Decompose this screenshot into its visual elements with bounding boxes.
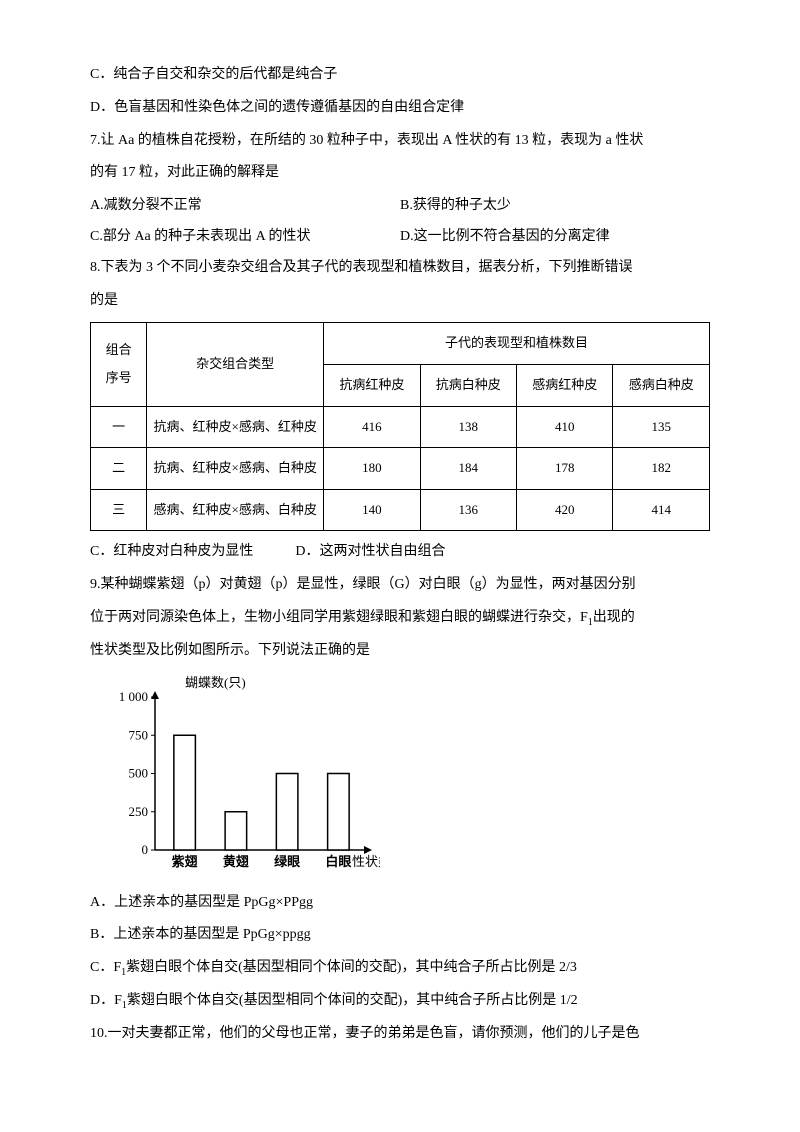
q9-line2-a: 位于两对同源染色体上，生物小组同学用紫翅绿眼和紫翅白眼的蝴蝶进行杂交，F <box>90 610 588 625</box>
q9-d-b: 紫翅白眼个体自交(基因型相同个体间的交配)，其中纯合子所占比例是 1/2 <box>127 993 578 1008</box>
wheat-cross-table: 组合 序号 杂交组合类型 子代的表现型和植株数目 抗病红种皮 抗病白种皮 感病红… <box>90 322 710 531</box>
cell-v4: 182 <box>613 448 710 490</box>
cell-seq: 三 <box>91 489 147 531</box>
q9-c-a: C．F <box>90 960 121 975</box>
th-c1: 抗病红种皮 <box>324 364 420 406</box>
svg-text:1 000: 1 000 <box>119 689 148 704</box>
th-offspring: 子代的表现型和植株数目 <box>324 323 710 365</box>
cell-v4: 135 <box>613 406 710 448</box>
q8-line2: 的是 <box>90 286 710 317</box>
cell-type: 感病、红种皮×感病、白种皮 <box>147 489 324 531</box>
q7-options-row2: C.部分 Aa 的种子未表现出 A 的性状 D.这一比例不符合基因的分离定律 <box>90 222 710 253</box>
cell-v1: 140 <box>324 489 420 531</box>
q7-option-c: C.部分 Aa 的种子未表现出 A 的性状 <box>90 222 400 253</box>
cell-v3: 178 <box>517 448 613 490</box>
q8-line1: 8.下表为 3 个不同小麦杂交组合及其子代的表现型和植株数目，据表分析，下列推断… <box>90 253 710 284</box>
svg-text:蝴蝶数(只): 蝴蝶数(只) <box>185 675 246 690</box>
th-c2: 抗病白种皮 <box>420 364 516 406</box>
cell-v2: 138 <box>420 406 516 448</box>
th-seq-l2: 序号 <box>106 370 132 385</box>
q9-option-b: B．上述亲本的基因型是 PpGg×ppgg <box>90 920 710 951</box>
option-c: C．纯合子自交和杂交的后代都是纯合子 <box>90 60 710 91</box>
table-row: 三 感病、红种皮×感病、白种皮 140 136 420 414 <box>91 489 710 531</box>
chart-svg: 蝴蝶数(只) 0 250 500 750 1 000 紫翅 黄翅 绿眼 白眼性状类型 <box>100 675 380 880</box>
butterfly-bar-chart: 蝴蝶数(只) 0 250 500 750 1 000 紫翅 黄翅 绿眼 白眼性状类型 <box>100 675 380 880</box>
cell-v3: 410 <box>517 406 613 448</box>
svg-text:黄翅: 黄翅 <box>223 854 249 869</box>
table-header-row1: 组合 序号 杂交组合类型 子代的表现型和植株数目 <box>91 323 710 365</box>
q9-d-a: D．F <box>90 993 122 1008</box>
svg-text:500: 500 <box>129 765 149 780</box>
svg-text:紫翅: 紫翅 <box>172 854 198 869</box>
svg-text:性状类型: 性状类型 <box>352 854 380 869</box>
svg-text:250: 250 <box>129 803 149 818</box>
th-type: 杂交组合类型 <box>147 323 324 406</box>
cell-type: 抗病、红种皮×感病、红种皮 <box>147 406 324 448</box>
svg-text:750: 750 <box>129 727 149 742</box>
svg-text:白眼: 白眼 <box>325 854 352 869</box>
th-c4: 感病白种皮 <box>613 364 710 406</box>
q9-line1: 9.某种蝴蝶紫翅（p）对黄翅（p）是显性，绿眼（G）对白眼（g）为显性，两对基因… <box>90 570 710 601</box>
q9-c-b: 紫翅白眼个体自交(基因型相同个体间的交配)，其中纯合子所占比例是 2/3 <box>126 960 577 975</box>
q7-option-a: A.减数分裂不正常 <box>90 191 400 222</box>
cell-v2: 136 <box>420 489 516 531</box>
q7-options-row1: A.减数分裂不正常 B.获得的种子太少 <box>90 191 710 222</box>
cell-type: 抗病、红种皮×感病、白种皮 <box>147 448 324 490</box>
th-c3: 感病红种皮 <box>517 364 613 406</box>
th-seq: 组合 序号 <box>91 323 147 406</box>
cell-v3: 420 <box>517 489 613 531</box>
q9-line3: 性状类型及比例如图所示。下列说法正确的是 <box>90 636 710 667</box>
cell-v1: 180 <box>324 448 420 490</box>
cell-v4: 414 <box>613 489 710 531</box>
cell-v2: 184 <box>420 448 516 490</box>
q10-line1: 10.一对夫妻都正常，他们的父母也正常，妻子的弟弟是色盲，请你预测，他们的儿子是… <box>90 1019 710 1050</box>
table-row: 一 抗病、红种皮×感病、红种皮 416 138 410 135 <box>91 406 710 448</box>
svg-text:绿眼: 绿眼 <box>274 854 301 869</box>
cell-seq: 一 <box>91 406 147 448</box>
table-row: 二 抗病、红种皮×感病、白种皮 180 184 178 182 <box>91 448 710 490</box>
q7-option-b: B.获得的种子太少 <box>400 191 710 222</box>
svg-text:0: 0 <box>142 842 149 857</box>
q9-option-c: C．F1紫翅白眼个体自交(基因型相同个体间的交配)，其中纯合子所占比例是 2/3 <box>90 953 710 984</box>
q7-line1: 7.让 Aa 的植株自花授粉，在所结的 30 粒种子中，表现出 A 性状的有 1… <box>90 126 710 157</box>
cell-seq: 二 <box>91 448 147 490</box>
q7-line2: 的有 17 粒，对此正确的解释是 <box>90 158 710 189</box>
th-seq-l1: 组合 <box>106 342 132 357</box>
q9-line2-b: 出现的 <box>593 610 635 625</box>
cell-v1: 416 <box>324 406 420 448</box>
q9-line2: 位于两对同源染色体上，生物小组同学用紫翅绿眼和紫翅白眼的蝴蝶进行杂交，F1出现的 <box>90 603 710 634</box>
q7-option-d: D.这一比例不符合基因的分离定律 <box>400 222 710 253</box>
q9-option-a: A．上述亲本的基因型是 PpGg×PPgg <box>90 888 710 919</box>
option-d: D．色盲基因和性染色体之间的遗传遵循基因的自由组合定律 <box>90 93 710 124</box>
q8-options-cd: C．红种皮对白种皮为显性 D．这两对性状自由组合 <box>90 537 710 568</box>
q9-option-d: D．F1紫翅白眼个体自交(基因型相同个体间的交配)，其中纯合子所占比例是 1/2 <box>90 986 710 1017</box>
